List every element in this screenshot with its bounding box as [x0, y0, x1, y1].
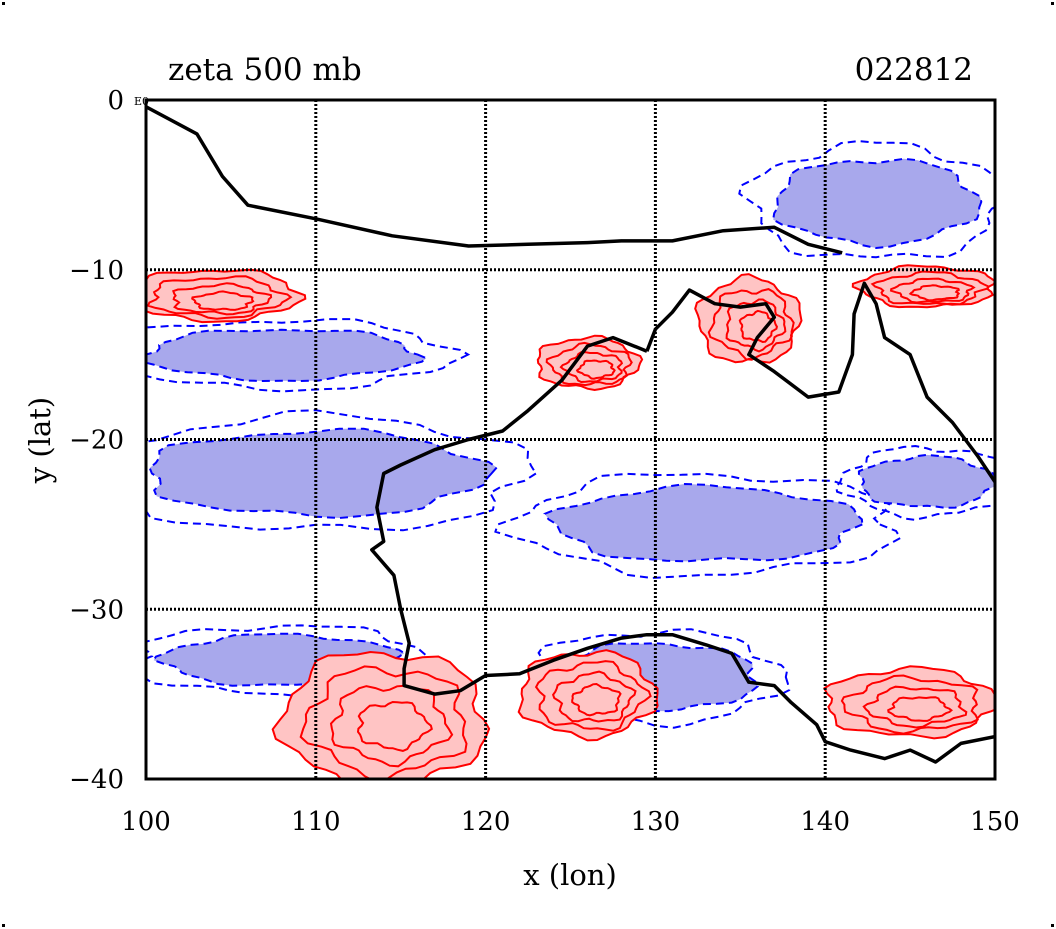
corner-marker: E0 — [134, 95, 149, 108]
corner-dot-top-left — [2, 2, 5, 5]
negative-vorticity-central-australia-band — [543, 482, 864, 563]
y-tick-10: −10 — [69, 256, 124, 286]
negative-vorticity-indian-ocean-band-upper — [146, 328, 429, 383]
corner-dot-top-right — [1051, 2, 1054, 5]
negative-vorticity-coral-sea-negative — [857, 453, 995, 509]
coastline-australia-west — [370, 335, 995, 764]
positive-inner-contour-tasman-band — [840, 674, 980, 735]
x-tick-140: 140 — [800, 807, 850, 837]
positive-inner-contour-tasman-band — [862, 685, 968, 729]
chart-timestamp: 022812 — [855, 52, 973, 88]
negative-contour-central-australia-band — [494, 472, 902, 580]
positive-vorticity-west-pacific-band — [146, 268, 307, 324]
positive-inner-contour-nw-shelf-band — [545, 341, 633, 387]
positive-inner-contour-gulf-carpentaria-spiral — [725, 298, 787, 353]
x-tick-110: 110 — [291, 807, 341, 837]
x-tick-130: 130 — [631, 807, 681, 837]
positive-vorticity-gulf-carpentaria-spiral — [694, 273, 803, 364]
negative-vorticity-new-guinea-band — [772, 157, 983, 250]
positive-inner-contour-west-pacific-band — [191, 290, 255, 311]
map-layers — [146, 105, 995, 779]
corner-dot-bottom-right — [1051, 924, 1054, 927]
positive-inner-contour-gulf-carpentaria-spiral — [738, 309, 778, 344]
positive-vorticity-bight-band — [517, 649, 659, 742]
positive-inner-contour-bight-band — [551, 670, 637, 723]
negative-vorticity-indian-ocean-band-mid — [148, 427, 499, 520]
negative-contour-indian-ocean-band-mid — [146, 409, 538, 532]
corner-dot-bottom-left — [2, 924, 5, 927]
positive-inner-contour-bight-band — [571, 682, 622, 717]
y-tick-30: −30 — [69, 595, 124, 625]
x-tick-labels: 100 110 120 130 140 150 — [121, 807, 1020, 837]
positive-inner-contour-gulf-carpentaria-spiral — [707, 288, 795, 361]
y-tick-40: −40 — [69, 765, 124, 795]
x-axis-label: x (lon) — [523, 858, 617, 892]
positive-inner-contour-coral-sea-band — [889, 277, 976, 304]
positive-inner-contour-south-west-cyclone — [356, 700, 433, 752]
chart-title: zeta 500 mb — [168, 52, 362, 88]
positive-inner-contour-coral-sea-band — [870, 270, 990, 306]
positive-inner-contour-tasman-band — [887, 696, 953, 722]
positive-inner-contour-nw-shelf-band — [559, 351, 624, 384]
y-axis-label: y (lat) — [23, 397, 57, 484]
positive-inner-contour-coral-sea-band — [908, 284, 961, 302]
y-tick-labels: 0 −10 −20 −30 −40 — [69, 86, 124, 795]
positive-inner-contour-south-west-cyclone — [299, 665, 468, 779]
y-tick-0: 0 — [107, 86, 124, 116]
negative-contour-indian-ocean-band-upper — [146, 318, 471, 393]
x-tick-100: 100 — [121, 807, 171, 837]
x-tick-150: 150 — [970, 807, 1020, 837]
grid-lines — [146, 100, 995, 779]
coastline-coastline — [146, 105, 843, 255]
positive-inner-contour-west-pacific-band — [146, 275, 293, 320]
coastline-australia-coast — [645, 281, 995, 483]
positive-inner-contour-nw-shelf-band — [575, 359, 616, 380]
x-tick-120: 120 — [461, 807, 511, 837]
negative-contour-coral-sea-negative — [835, 444, 995, 521]
plot-frame — [144, 98, 997, 781]
positive-inner-contour-bight-band — [534, 660, 652, 732]
y-tick-20: −20 — [69, 426, 124, 456]
positive-inner-contour-west-pacific-band — [172, 282, 273, 316]
negative-contour-new-guinea-band — [738, 140, 995, 259]
